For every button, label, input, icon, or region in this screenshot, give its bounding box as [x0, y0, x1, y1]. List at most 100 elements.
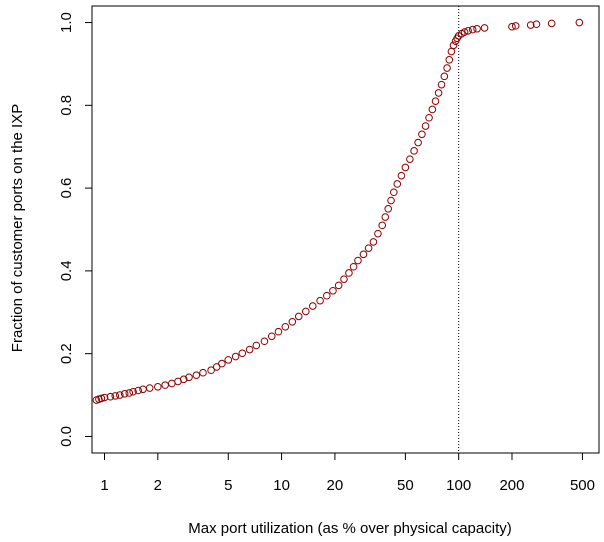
- plot-frame: [91, 5, 600, 454]
- data-point: [526, 21, 535, 29]
- data-point: [445, 56, 454, 64]
- data-point: [389, 188, 398, 197]
- data-point: [218, 359, 226, 368]
- data-point: [434, 89, 443, 97]
- data-point: [281, 322, 290, 331]
- x-tick-label: 1: [100, 477, 108, 494]
- data-point: [120, 390, 129, 398]
- x-tick-label: 10: [273, 477, 290, 494]
- data-point: [125, 389, 134, 397]
- data-point: [345, 269, 353, 277]
- data-point: [100, 393, 109, 402]
- data-point: [179, 375, 188, 384]
- y-tick-label: 0.6: [58, 178, 75, 199]
- data-point: [349, 262, 358, 271]
- data-point: [111, 392, 120, 400]
- data-point: [369, 238, 378, 246]
- data-point: [428, 105, 437, 114]
- data-point: [161, 381, 169, 389]
- data-point: [199, 368, 207, 377]
- data-point: [97, 394, 106, 403]
- data-point: [401, 163, 410, 172]
- data-point: [106, 392, 115, 401]
- data-point: [139, 385, 147, 394]
- y-axis-title: Fraction of customer ports on the IXP: [9, 104, 26, 352]
- data-point: [384, 205, 393, 213]
- data-point: [437, 80, 446, 89]
- data-point: [387, 196, 395, 205]
- data-point: [302, 307, 310, 316]
- data-point: [260, 337, 269, 346]
- data-point: [274, 327, 283, 336]
- data-point: [134, 386, 142, 395]
- data-point: [406, 155, 414, 163]
- data-point: [421, 122, 430, 130]
- data-point: [393, 180, 402, 188]
- data-point: [508, 22, 516, 31]
- data-point: [418, 130, 426, 139]
- data-point: [294, 312, 303, 321]
- data-point: [464, 27, 472, 35]
- y-tick-label: 0.2: [58, 343, 75, 364]
- x-tick-label: 100: [446, 477, 471, 494]
- x-axis: 1 2 5 10 20 50 100 200 500: [100, 453, 595, 494]
- data-point: [288, 318, 297, 326]
- data-point: [468, 25, 477, 34]
- x-tick-label: 200: [499, 477, 524, 494]
- data-point: [129, 387, 137, 396]
- data-point: [443, 64, 451, 72]
- data-point: [414, 138, 422, 147]
- data-point: [154, 382, 162, 391]
- data-point: [192, 371, 201, 379]
- data-point: [207, 366, 215, 375]
- x-axis-title: Max port utilization (as % over physical…: [188, 520, 511, 537]
- data-point: [364, 244, 373, 252]
- data-point: [460, 28, 469, 36]
- data-point: [354, 256, 362, 265]
- data-point: [252, 341, 261, 350]
- data-point: [308, 302, 317, 310]
- data-point: [115, 391, 124, 399]
- data-point: [185, 373, 193, 382]
- data-point: [374, 229, 382, 238]
- data-point: [340, 275, 348, 283]
- x-tick-label: 2: [154, 477, 162, 494]
- y-tick-label: 1.0: [58, 12, 75, 33]
- data-point: [212, 363, 221, 371]
- data-point: [547, 19, 556, 28]
- data-point: [224, 356, 233, 364]
- data-points-group: [92, 18, 584, 404]
- data-point: [145, 384, 154, 392]
- data-point: [322, 291, 331, 300]
- data-point: [245, 345, 254, 354]
- x-tick-label: 50: [397, 477, 414, 494]
- y-tick-label: 0.8: [58, 95, 75, 116]
- data-point: [431, 97, 440, 105]
- data-point: [168, 379, 176, 388]
- data-point: [410, 147, 418, 155]
- data-point: [329, 286, 337, 295]
- data-point: [231, 352, 240, 361]
- data-point: [575, 18, 584, 27]
- data-point: [440, 72, 449, 81]
- x-tick-label: 500: [570, 477, 595, 494]
- data-point: [447, 47, 456, 56]
- data-point: [267, 332, 276, 341]
- data-point: [381, 213, 390, 221]
- data-point: [359, 250, 368, 259]
- x-tick-label: 5: [224, 477, 232, 494]
- y-tick-label: 0.4: [58, 260, 75, 281]
- data-point: [397, 171, 406, 180]
- x-tick-label: 20: [327, 477, 344, 494]
- data-point: [532, 20, 541, 29]
- y-tick-label: 0.0: [58, 426, 75, 447]
- data-point: [425, 113, 433, 122]
- data-point: [449, 41, 458, 50]
- data-point: [316, 296, 324, 305]
- data-point: [511, 22, 520, 30]
- data-point: [378, 221, 387, 230]
- data-point: [480, 24, 489, 32]
- y-axis: 0.0 0.2 0.4 0.6 0.8 1.0: [58, 12, 92, 447]
- data-point: [238, 349, 247, 358]
